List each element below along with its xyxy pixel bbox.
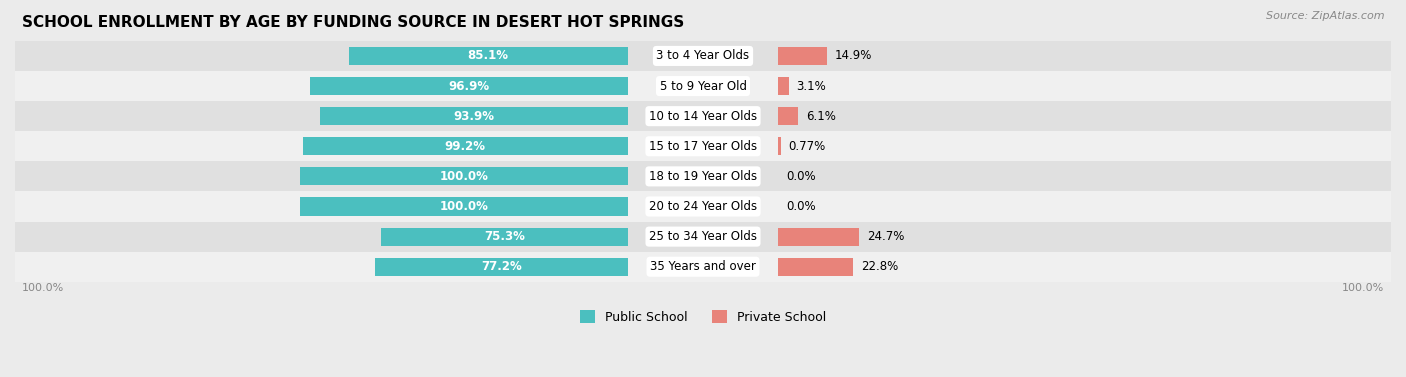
Text: 15 to 17 Year Olds: 15 to 17 Year Olds [650,140,756,153]
Text: 77.2%: 77.2% [481,260,522,273]
Text: 20 to 24 Year Olds: 20 to 24 Year Olds [650,200,756,213]
Text: 25 to 34 Year Olds: 25 to 34 Year Olds [650,230,756,243]
Bar [15,131,1391,161]
Bar [779,47,827,65]
Text: 100.0%: 100.0% [1343,284,1385,293]
Bar [15,252,1391,282]
Bar [299,167,627,185]
Text: 0.0%: 0.0% [786,200,815,213]
Bar [15,71,1391,101]
Bar [375,257,627,276]
Text: 35 Years and over: 35 Years and over [650,260,756,273]
Bar [779,257,853,276]
Text: 0.77%: 0.77% [789,140,825,153]
Text: 93.9%: 93.9% [453,110,495,123]
Text: 3 to 4 Year Olds: 3 to 4 Year Olds [657,49,749,63]
Text: 3.1%: 3.1% [796,80,827,92]
Text: 100.0%: 100.0% [21,284,63,293]
Text: 100.0%: 100.0% [440,200,488,213]
Text: 85.1%: 85.1% [468,49,509,63]
Bar [779,228,859,246]
Bar [311,77,627,95]
Text: 6.1%: 6.1% [806,110,837,123]
Text: 100.0%: 100.0% [440,170,488,183]
Bar [302,137,627,155]
Text: 99.2%: 99.2% [444,140,485,153]
Text: 75.3%: 75.3% [484,230,524,243]
Text: 22.8%: 22.8% [860,260,898,273]
Bar [321,107,627,125]
Bar [779,77,789,95]
Bar [15,101,1391,131]
Text: 5 to 9 Year Old: 5 to 9 Year Old [659,80,747,92]
Bar [15,222,1391,252]
Legend: Public School, Private School: Public School, Private School [575,305,831,328]
Bar [349,47,627,65]
Bar [15,41,1391,71]
Text: 24.7%: 24.7% [868,230,904,243]
Text: SCHOOL ENROLLMENT BY AGE BY FUNDING SOURCE IN DESERT HOT SPRINGS: SCHOOL ENROLLMENT BY AGE BY FUNDING SOUR… [22,15,685,30]
Text: 10 to 14 Year Olds: 10 to 14 Year Olds [650,110,756,123]
Text: 18 to 19 Year Olds: 18 to 19 Year Olds [650,170,756,183]
Text: 96.9%: 96.9% [449,80,489,92]
Bar [299,198,627,216]
Bar [15,192,1391,222]
Text: 14.9%: 14.9% [835,49,872,63]
Text: 0.0%: 0.0% [786,170,815,183]
Bar [15,161,1391,192]
Text: Source: ZipAtlas.com: Source: ZipAtlas.com [1267,11,1385,21]
Bar [779,137,780,155]
Bar [381,228,627,246]
Bar [779,107,799,125]
